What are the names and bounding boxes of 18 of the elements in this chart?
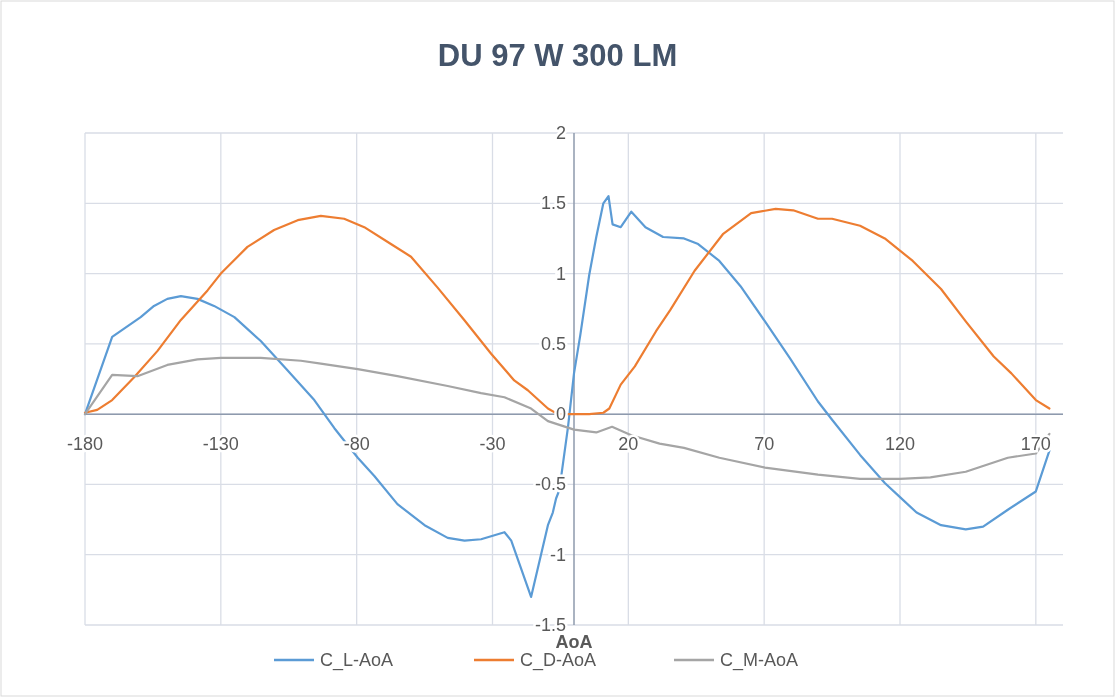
x-tick-label: 170	[1020, 434, 1051, 455]
chart-title: DU 97 W 300 LM	[437, 38, 678, 73]
y-tick-label: 2	[555, 123, 566, 143]
legend-label: C_M-AoA	[720, 650, 799, 671]
x-tick-label: 20	[618, 434, 639, 455]
x-axis-title: AoA	[555, 632, 593, 652]
y-tick-label: 1	[555, 263, 566, 284]
y-tick-label: 0.5	[540, 333, 566, 354]
y-tick-label: 1.5	[540, 193, 566, 214]
x-tick-label: -180	[66, 434, 104, 455]
x-tick-label: -30	[479, 434, 506, 455]
x-tick-label: 70	[754, 434, 775, 455]
legend-label: C_L-AoA	[320, 650, 394, 671]
x-tick-label: 120	[884, 434, 916, 455]
legend-label: C_D-AoA	[520, 650, 597, 671]
x-tick-label: -130	[202, 434, 239, 455]
y-tick-label: -1	[549, 544, 566, 565]
y-tick-label: -1.5	[534, 615, 566, 635]
